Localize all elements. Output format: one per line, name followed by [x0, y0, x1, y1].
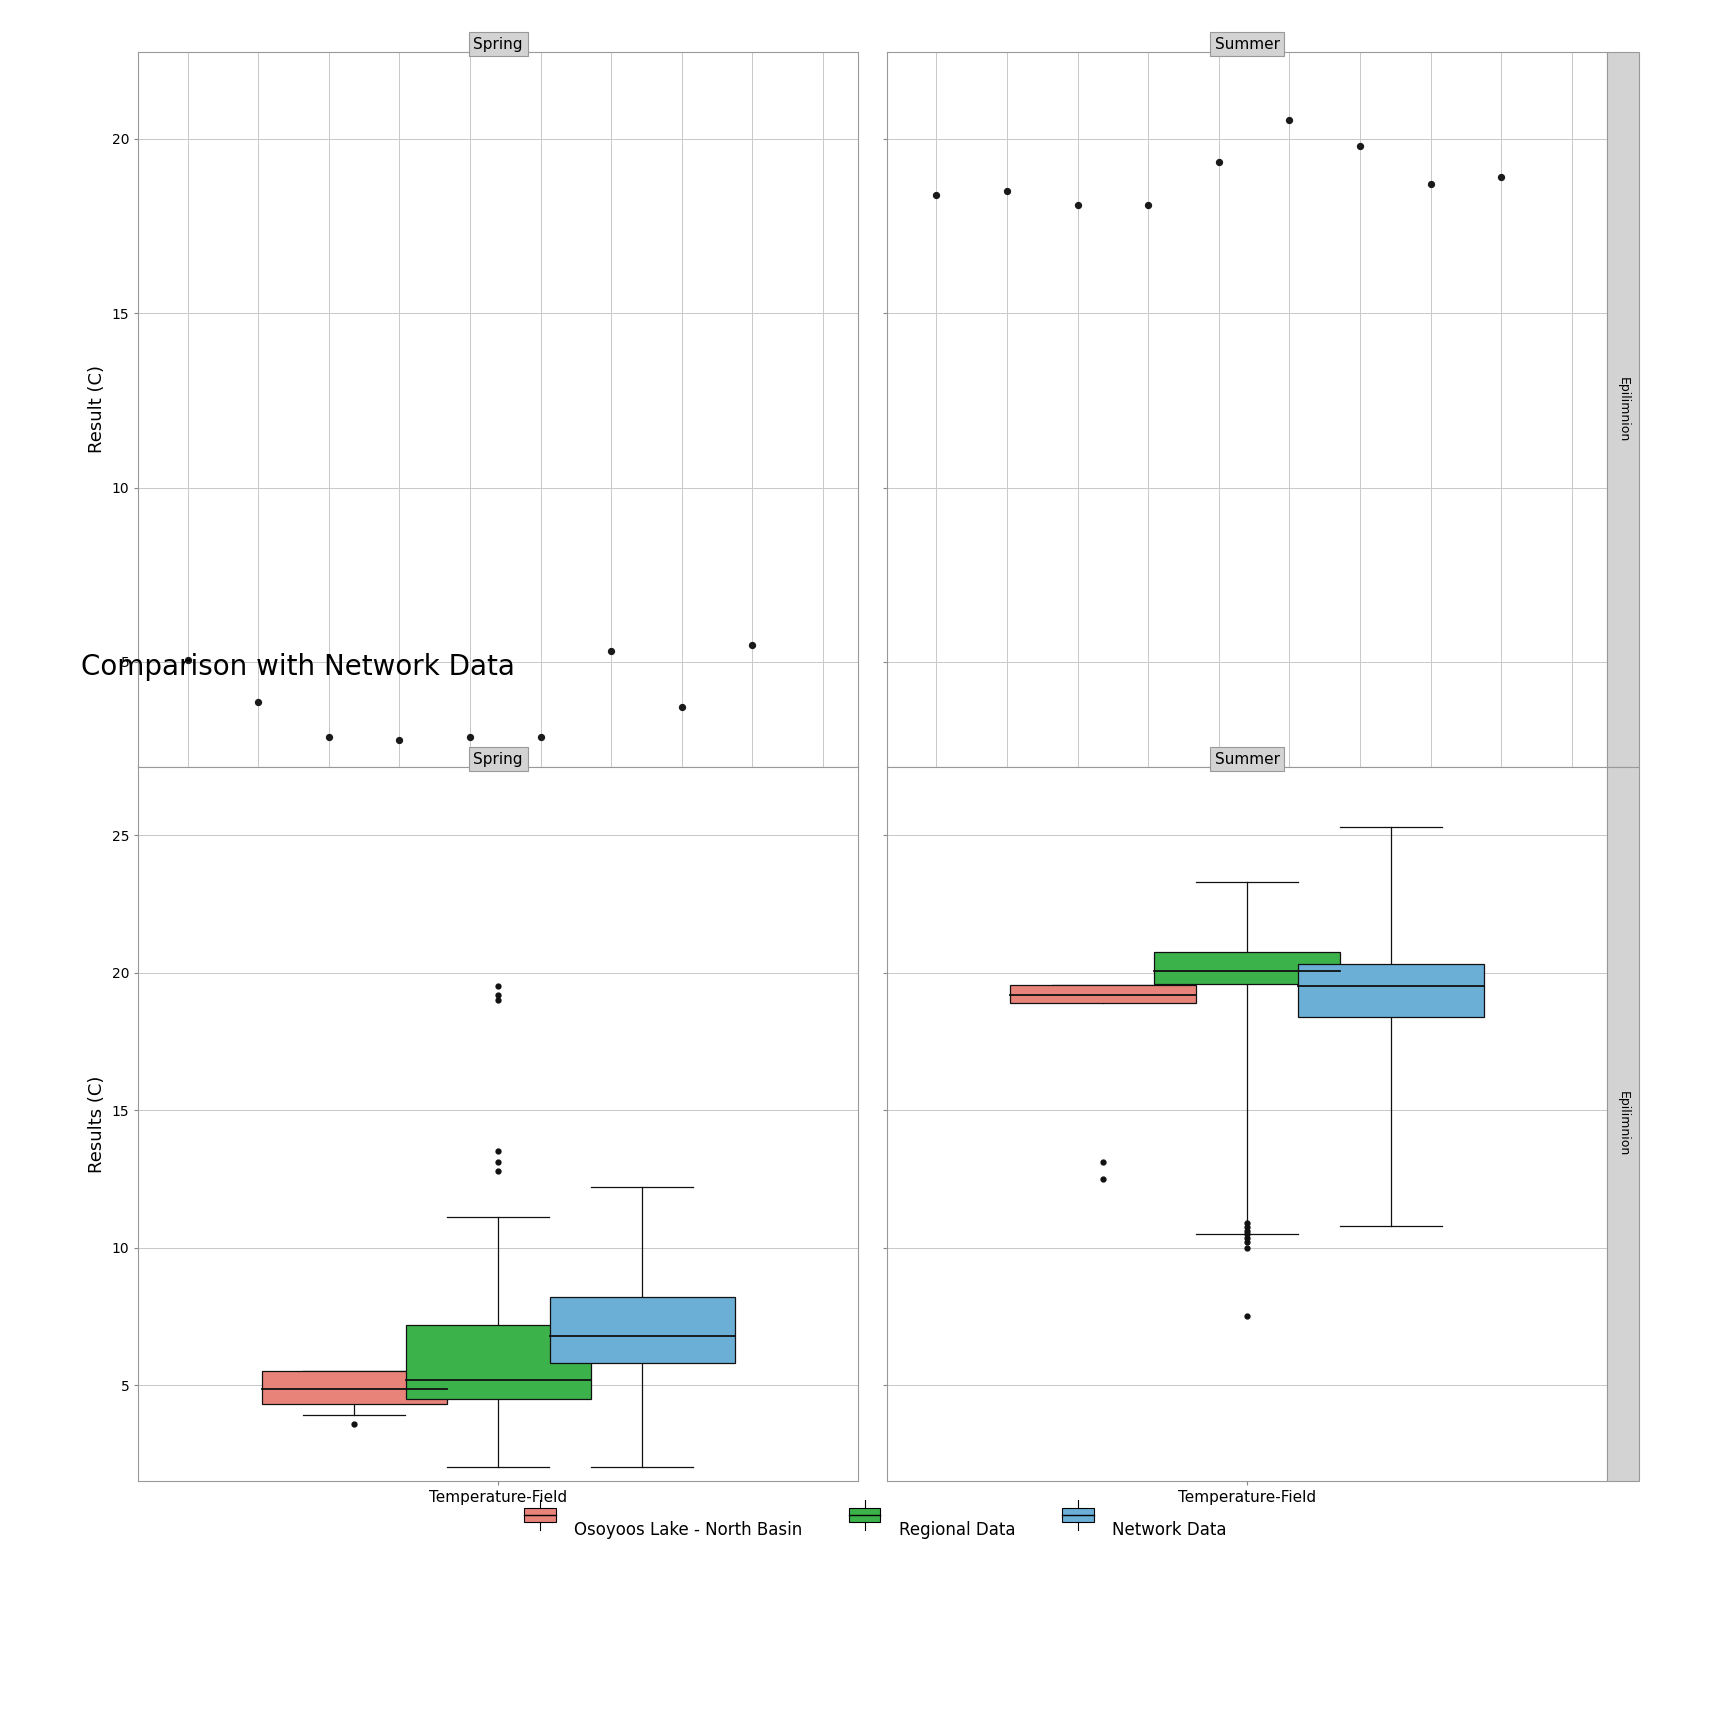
Text: Epilimnion: Epilimnion [1616, 1092, 1630, 1156]
Text: Summer: Summer [1215, 36, 1279, 52]
FancyBboxPatch shape [1607, 767, 1640, 1481]
Text: Summer: Summer [1215, 752, 1279, 767]
Point [456, 722, 484, 750]
Text: Spring: Spring [473, 752, 524, 767]
Point [244, 688, 271, 715]
Point [598, 638, 626, 665]
Point [923, 181, 950, 209]
Text: Comparison with Network Data: Comparison with Network Data [81, 653, 515, 681]
Point [527, 722, 555, 750]
Point [669, 693, 696, 721]
Point [1346, 131, 1374, 159]
Point [1134, 192, 1161, 219]
Y-axis label: Results (C): Results (C) [88, 1075, 105, 1173]
Point [738, 631, 766, 658]
Text: Epilimnion: Epilimnion [1616, 377, 1630, 442]
Point [1275, 105, 1303, 133]
Text: Spring: Spring [473, 36, 524, 52]
Bar [261, 1372, 448, 1405]
Point [1204, 149, 1232, 176]
Bar [1154, 952, 1339, 983]
Point [385, 726, 413, 753]
Point [1488, 164, 1515, 192]
Point [1417, 171, 1445, 199]
Point [994, 178, 1021, 206]
FancyBboxPatch shape [1607, 52, 1640, 767]
Y-axis label: Result (C): Result (C) [88, 365, 105, 453]
Point [175, 646, 202, 674]
Point [314, 722, 342, 750]
Bar [550, 1298, 734, 1363]
Point [1064, 192, 1092, 219]
Bar [1011, 985, 1196, 1002]
Legend: Osoyoos Lake - North Basin, Regional Data, Network Data: Osoyoos Lake - North Basin, Regional Dat… [511, 1510, 1234, 1550]
Bar [1298, 964, 1484, 1016]
Bar [406, 1325, 591, 1398]
